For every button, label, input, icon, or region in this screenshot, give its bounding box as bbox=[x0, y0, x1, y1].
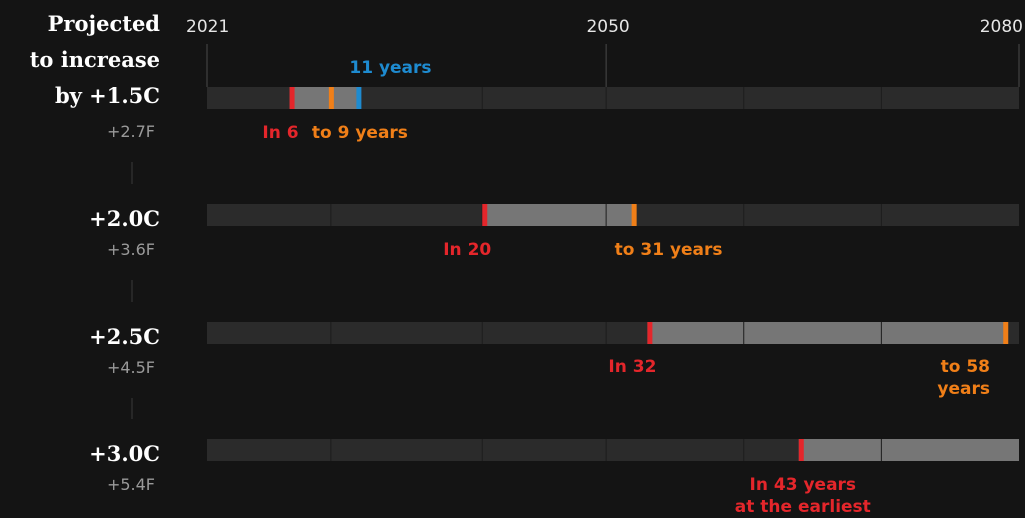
start-label: In 20 bbox=[443, 240, 491, 260]
x-tick-label: 2021 bbox=[186, 17, 229, 37]
celsius-label: +2.0C bbox=[89, 206, 160, 231]
start-label: In 32 bbox=[608, 357, 656, 377]
chart-rows: +2.7F 11 years In 6 to 9 years +2.0C +3.6F In … bbox=[89, 58, 1019, 517]
timeline-track bbox=[207, 87, 1019, 109]
warming-range-bar bbox=[798, 439, 1019, 461]
start-label: at the earliest bbox=[735, 497, 871, 517]
heading-line-1: Projected bbox=[48, 11, 161, 36]
end-label: to 31 years bbox=[615, 240, 723, 260]
fahrenheit-label: +2.7F bbox=[107, 122, 155, 141]
start-marker bbox=[289, 87, 295, 109]
end-marker bbox=[1003, 322, 1009, 344]
warming-row: +2.0C +3.6F In 20 to 31 years bbox=[89, 204, 1019, 302]
start-marker bbox=[647, 322, 653, 344]
heading-line-3: by +1.5C bbox=[55, 83, 160, 108]
end-marker bbox=[631, 204, 637, 226]
end-label: to 9 years bbox=[312, 123, 408, 143]
end-marker bbox=[328, 87, 334, 109]
fahrenheit-label: +3.6F bbox=[107, 240, 155, 259]
warming-range-bar bbox=[647, 322, 1006, 344]
fahrenheit-label: +5.4F bbox=[107, 475, 155, 494]
warming-range-bar bbox=[289, 87, 331, 109]
warming-range-bar bbox=[482, 204, 634, 226]
start-marker bbox=[482, 204, 488, 226]
fahrenheit-label: +4.5F bbox=[107, 358, 155, 377]
extra-label: 11 years bbox=[349, 58, 431, 78]
extra-marker bbox=[356, 87, 362, 109]
end-label: years bbox=[937, 379, 990, 399]
celsius-label: +3.0C bbox=[89, 441, 160, 466]
start-label: In 43 years bbox=[750, 475, 857, 495]
chart-heading: Projected to increase by +1.5C bbox=[30, 11, 161, 108]
x-tick-label: 2080 bbox=[980, 17, 1023, 37]
extended-range-bar bbox=[330, 87, 359, 109]
heading-line-2: to increase bbox=[30, 47, 160, 72]
end-label: to 58 bbox=[941, 357, 990, 377]
warming-row: +2.7F 11 years In 6 to 9 years bbox=[107, 58, 1019, 184]
x-tick-label: 2050 bbox=[586, 17, 629, 37]
x-axis: 2021 2050 2080 bbox=[186, 17, 1023, 87]
start-marker bbox=[798, 439, 804, 461]
celsius-label: +2.5C bbox=[89, 324, 160, 349]
start-label: In 6 bbox=[262, 123, 298, 143]
